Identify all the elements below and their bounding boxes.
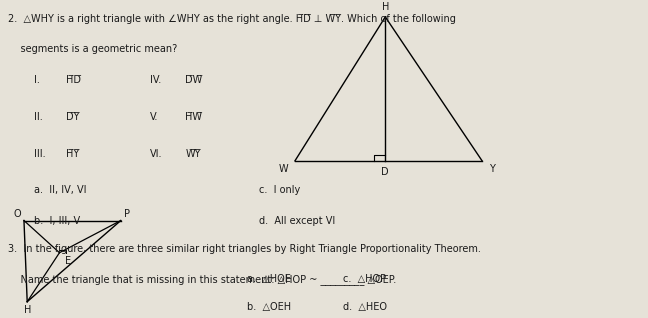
Text: Name the triangle that is missing in this statement: △HOP ~ _________ △OEP.: Name the triangle that is missing in thi… [8,274,396,285]
Text: VI.: VI. [150,149,162,159]
Text: H: H [23,305,31,315]
Text: a.  △HOE: a. △HOE [247,274,290,284]
Text: d.  All except VI: d. All except VI [259,216,336,226]
Text: W: W [279,164,288,174]
Text: a.  II, IV, VI: a. II, IV, VI [34,185,86,195]
Text: V.: V. [150,112,158,122]
Text: H: H [382,2,389,12]
Text: c.  I only: c. I only [259,185,301,195]
Text: D̅Y̅: D̅Y̅ [66,112,80,122]
Text: Y: Y [489,164,494,174]
Text: b.  △OEH: b. △OEH [247,302,291,312]
Text: IV.: IV. [150,75,161,85]
Text: b.  I, III, V: b. I, III, V [34,216,80,226]
Text: segments is a geometric mean?: segments is a geometric mean? [8,45,177,54]
Text: 2.  △WHY is a right triangle with ∠WHY as the right angle. H̅D̅ ⊥ W̅Y̅. Which of: 2. △WHY is a right triangle with ∠WHY as… [8,14,456,24]
Text: E: E [65,256,71,266]
Text: 3.  In the figure, there are three similar right triangles by Right Triangle Pro: 3. In the figure, there are three simila… [8,244,481,253]
Text: P: P [124,209,130,219]
Text: D̅W̅: D̅W̅ [185,75,203,85]
Text: H̅W̅: H̅W̅ [185,112,202,122]
Text: H̅Y̅: H̅Y̅ [66,149,79,159]
Text: III.: III. [34,149,45,159]
Text: d.  △HEO: d. △HEO [343,302,388,312]
Text: O: O [13,209,21,219]
Text: I.: I. [34,75,40,85]
Text: H̅D̅: H̅D̅ [66,75,81,85]
Text: II.: II. [34,112,42,122]
Text: D: D [382,167,389,177]
Text: c.  △HOP: c. △HOP [343,274,386,284]
Text: W̅Y̅: W̅Y̅ [185,149,201,159]
